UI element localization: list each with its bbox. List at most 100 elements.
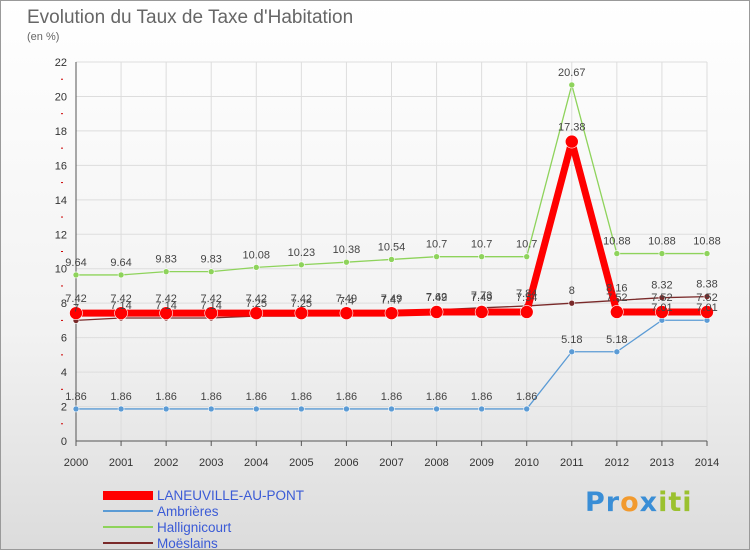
- data-label-mo-slains: 8.38: [696, 279, 717, 291]
- chart-subtitle: (en %): [27, 31, 60, 43]
- data-label-mo-slains: 8: [569, 285, 575, 297]
- legend-item-ambri-res: Ambrières: [103, 503, 304, 519]
- data-label-laneuville-au-pont: 7.54: [516, 292, 537, 304]
- data-point-ambri-res: [252, 405, 260, 413]
- data-label-laneuville-au-pont: 7.49: [381, 293, 402, 305]
- y-tick-label: 16: [55, 160, 67, 172]
- data-point-laneuville-au-pont: [339, 306, 354, 320]
- data-label-ambri-res: 1.86: [381, 391, 402, 403]
- data-label-ambri-res: 1.86: [65, 391, 86, 403]
- x-tick-label: 2003: [199, 457, 223, 469]
- data-label-laneuville-au-pont: 7.42: [65, 293, 86, 305]
- data-label-laneuville-au-pont: 17.38: [558, 122, 586, 134]
- data-label-hallignicourt: 10.88: [603, 236, 631, 248]
- data-label-ambri-res: 1.86: [336, 391, 357, 403]
- legend-swatch: [103, 542, 153, 544]
- legend-swatch: [103, 510, 153, 512]
- data-point-mo-slains: [703, 293, 711, 300]
- data-point-laneuville-au-pont: [610, 305, 624, 319]
- data-point-laneuville-au-pont: [519, 305, 534, 319]
- data-label-ambri-res: 1.86: [155, 391, 176, 403]
- data-label-ambri-res: 7.01: [651, 302, 672, 314]
- data-label-hallignicourt: 10.88: [648, 236, 676, 248]
- data-point-ambri-res: [207, 405, 215, 413]
- data-point-hallignicourt: [162, 268, 170, 275]
- y-tick-label: 6: [61, 333, 67, 345]
- data-point-laneuville-au-pont: [700, 305, 714, 319]
- legend-item-hallignicourt: Hallignicourt: [103, 519, 304, 535]
- y-tick-label: 14: [55, 195, 67, 207]
- data-label-ambri-res: 1.86: [471, 391, 492, 403]
- legend-label: Moëslains: [157, 535, 218, 551]
- data-label-ambri-res: 7.01: [696, 302, 717, 314]
- x-tick-label: 2012: [605, 457, 629, 469]
- data-label-hallignicourt: 10.23: [288, 247, 316, 259]
- data-point-laneuville-au-pont: [429, 305, 444, 319]
- data-point-laneuville-au-pont: [159, 306, 173, 320]
- y-tick-label: 18: [55, 126, 67, 138]
- legend-swatch: [103, 490, 153, 500]
- data-label-hallignicourt: 10.7: [471, 239, 492, 251]
- data-label-ambri-res: 1.86: [110, 391, 131, 403]
- data-label-ambri-res: 1.86: [516, 391, 537, 403]
- data-point-ambri-res: [72, 405, 80, 413]
- data-point-hallignicourt: [207, 268, 215, 275]
- x-tick-label: 2013: [650, 457, 674, 469]
- legend-item-mo-slains: Moëslains: [103, 535, 304, 551]
- data-point-ambri-res: [388, 405, 395, 413]
- data-label-ambri-res: 1.86: [426, 391, 447, 403]
- data-label-ambri-res: 5.18: [606, 334, 627, 346]
- x-tick-label: 2008: [424, 457, 448, 469]
- data-label-mo-slains: 7.14: [201, 300, 222, 312]
- data-label-ambri-res: 1.86: [291, 391, 312, 403]
- x-tick-label: 2005: [289, 457, 313, 469]
- data-label-ambri-res: 5.18: [561, 334, 582, 346]
- data-point-ambri-res: [343, 405, 350, 413]
- data-label-hallignicourt: 9.64: [110, 257, 131, 269]
- data-point-hallignicourt: [298, 261, 305, 269]
- data-label-mo-slains: 7.14: [155, 300, 176, 312]
- data-point-laneuville-au-pont: [294, 306, 309, 320]
- data-label-mo-slains: 8.32: [651, 280, 672, 292]
- data-label-laneuville-au-pont: 7.42: [201, 293, 222, 305]
- y-tick-label: 0: [61, 436, 67, 448]
- x-tick-label: 2009: [469, 457, 493, 469]
- legend: LANEUVILLE-AU-PONT Ambrières Hallignicourt…: [103, 487, 304, 551]
- data-label-laneuville-au-pont: 7.42: [110, 293, 131, 305]
- data-point-hallignicourt: [433, 253, 440, 260]
- y-tick-label: 10: [55, 264, 67, 276]
- data-label-mo-slains: 7.73: [471, 290, 492, 302]
- data-label-laneuville-au-pont: 7.49: [471, 292, 492, 304]
- data-point-hallignicourt: [658, 250, 666, 257]
- data-point-laneuville-au-pont: [564, 134, 579, 149]
- data-point-ambri-res: [523, 405, 531, 413]
- data-label-laneuville-au-pont: 7.42: [155, 293, 176, 305]
- y-tick-label: 22: [55, 57, 67, 69]
- x-tick-label: 2002: [154, 457, 178, 469]
- data-label-mo-slains: 7.14: [110, 300, 131, 312]
- data-point-laneuville-au-pont: [69, 306, 83, 320]
- y-tick-label: 4: [61, 367, 67, 379]
- data-label-hallignicourt: 9.83: [201, 254, 222, 266]
- proxiti-logo: Proxiti: [585, 487, 693, 518]
- data-label-laneuville-au-pont: 7.42: [291, 293, 312, 305]
- y-tick-label: 12: [55, 229, 67, 241]
- data-label-mo-slains: 7.25: [291, 298, 312, 310]
- data-point-hallignicourt: [568, 81, 576, 89]
- legend-label: Ambrières: [157, 503, 219, 519]
- data-point-laneuville-au-pont: [655, 305, 669, 319]
- data-label-laneuville-au-pont: 7.52: [606, 292, 627, 304]
- x-tick-label: 2010: [514, 457, 538, 469]
- data-point-hallignicourt: [252, 264, 260, 271]
- data-point-laneuville-au-pont: [249, 306, 264, 320]
- data-label-hallignicourt: 10.38: [333, 244, 361, 256]
- data-point-ambri-res: [433, 405, 440, 413]
- data-label-laneuville-au-pont: 7.49: [336, 293, 357, 305]
- legend-label: LANEUVILLE-AU-PONT: [157, 487, 305, 503]
- x-tick-label: 2007: [379, 457, 403, 469]
- legend-item-laneuville-au-pont: LANEUVILLE-AU-PONT: [103, 487, 304, 503]
- data-point-laneuville-au-pont: [474, 305, 489, 319]
- data-label-laneuville-au-pont: 7.42: [246, 293, 267, 305]
